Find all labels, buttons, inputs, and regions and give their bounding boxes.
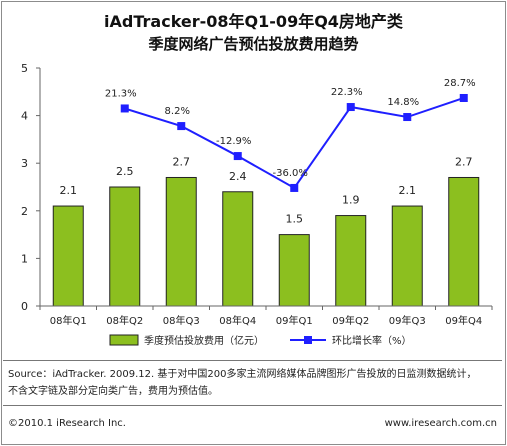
chart-title: iAdTracker-08年Q1-09年Q4房地产类 [104, 12, 403, 31]
x-tick-label: 09年Q2 [332, 314, 369, 327]
footer-divider-top [3, 360, 502, 361]
x-tick-label: 09年Q3 [389, 314, 426, 327]
source-line-1: Source：iAdTracker. 2009.12. 基于对中国200多家主流… [8, 369, 477, 380]
growth-point [459, 93, 468, 102]
bar [109, 186, 141, 307]
y-tick-label: 4 [21, 110, 28, 123]
growth-value-label: 8.2% [165, 106, 190, 117]
growth-value-label: 14.8% [387, 97, 419, 108]
x-tick-label: 08年Q3 [163, 314, 200, 327]
chart-canvas: 2.1 2.5 2.7 2.4 1.5 1.9 2.1 2.7 21.3% 8.2% -12.9% -… [21, 62, 493, 347]
y-tick-label: 3 [21, 157, 28, 170]
bar-value-label: 2.7 [173, 155, 191, 168]
growth-point [233, 152, 242, 161]
bar-value-label: 1.5 [286, 213, 304, 226]
bar [52, 205, 84, 307]
chart-subtitle: 季度网络广告预估投放费用趋势 [148, 35, 359, 53]
growth-value-label: 21.3% [105, 88, 137, 99]
bar [448, 176, 480, 307]
growth-value-label: 28.7% [444, 78, 476, 89]
website-text: www.iresearch.com.cn [384, 418, 497, 429]
footer-divider-bottom [3, 405, 502, 406]
x-tick-label: 09年Q4 [445, 314, 482, 327]
bar [165, 176, 197, 307]
x-tick-label: 08年Q1 [50, 314, 87, 327]
copyright-text: ©2010.1 iResearch Inc. [8, 418, 126, 429]
y-tick-label: 5 [21, 62, 28, 75]
bar [278, 234, 310, 307]
legend-line-marker [304, 336, 312, 344]
growth-value-label: -36.0% [273, 168, 308, 179]
y-tick-label: 2 [21, 205, 28, 218]
growth-value-label: 22.3% [331, 87, 363, 98]
bar-value-label: 2.1 [399, 184, 417, 197]
growth-point [346, 103, 355, 112]
legend-bar-label: 季度预估投放费用（亿元） [144, 334, 264, 347]
x-tick-label: 08年Q2 [106, 314, 143, 327]
bar-value-label: 1.9 [342, 194, 360, 207]
source-note: Source：iAdTracker. 2009.12. 基于对中国200多家主流… [8, 366, 502, 400]
bar [335, 215, 367, 307]
legend-bar-swatch [109, 334, 139, 346]
x-tick-label: 08年Q4 [219, 314, 256, 327]
growth-point [290, 183, 299, 192]
bar-value-label: 2.7 [455, 155, 473, 168]
legend-line-label: 环比增长率（%） [332, 334, 412, 347]
bar-value-label: 2.5 [116, 165, 134, 178]
bar-value-label: 2.1 [60, 184, 78, 197]
y-tick-label: 0 [21, 300, 28, 313]
bar [222, 191, 254, 307]
source-line-2: 不含文字链及部分定向类广告，费用为预估值。 [8, 386, 218, 397]
bar-value-label: 2.4 [229, 170, 247, 183]
bar [391, 205, 423, 307]
y-tick-label: 1 [21, 252, 28, 265]
growth-point [120, 104, 129, 113]
growth-point [403, 113, 412, 122]
x-tick-label: 09年Q1 [276, 314, 313, 327]
growth-value-label: -12.9% [216, 136, 251, 147]
growth-point [177, 122, 186, 131]
